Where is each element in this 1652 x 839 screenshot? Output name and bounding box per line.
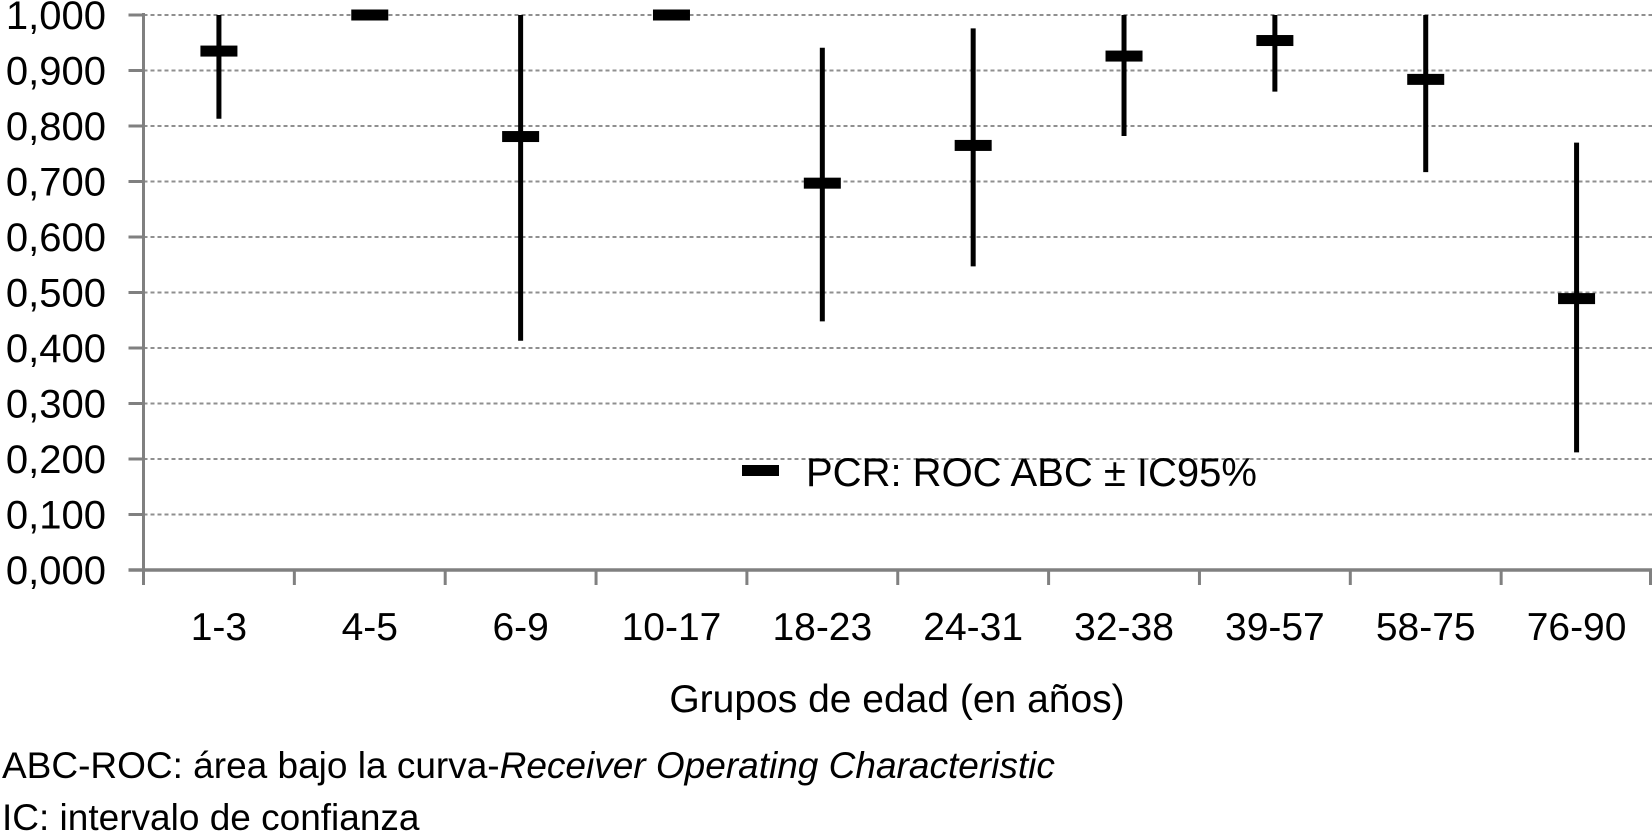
y-tick-label: 0,800 (6, 105, 106, 149)
footnote-line1: ABC-ROC: área bajo la curva-Receiver Ope… (2, 745, 1055, 786)
y-tick-label: 1,000 (6, 0, 106, 38)
auc-marker (1407, 73, 1445, 85)
error-bar-point (954, 28, 992, 267)
x-tick-label: 76-90 (1527, 606, 1627, 649)
y-tick-label: 0,500 (6, 272, 106, 316)
error-bar-point (200, 15, 238, 119)
y-tick-label: 0,300 (6, 383, 106, 427)
auc-marker (1558, 293, 1596, 305)
legend-dash-marker-icon (742, 465, 779, 476)
legend-label: PCR: ROC ABC ± IC95% (806, 451, 1257, 495)
error-bar-series (200, 9, 1596, 453)
axes (128, 13, 1652, 585)
footnote-line2: IC: intervalo de confianza (2, 797, 420, 838)
auc-marker (1256, 35, 1294, 47)
error-bar-point (1407, 15, 1445, 173)
auc-marker (954, 139, 992, 151)
y-tick-label: 0,600 (6, 216, 106, 260)
y-tick-label: 0,900 (6, 50, 106, 94)
error-bar-point (1105, 15, 1143, 136)
auc-marker (200, 45, 238, 57)
auc-marker (652, 9, 690, 21)
x-tick-labels: 1-3 4-5 6-9 10-17 18-23 24-31 32-38 39-57 58-75 7… (191, 606, 1627, 649)
y-tick-label: 0,400 (6, 327, 106, 371)
x-axis-title: Grupos de edad (en años) (669, 678, 1124, 721)
error-bar-point (803, 47, 841, 322)
auc-marker (803, 177, 841, 189)
x-tick-label: 18-23 (772, 606, 872, 649)
error-bar-point (502, 15, 540, 341)
footnote-line1-italic: Receiver Operating Characteristic (500, 745, 1056, 786)
x-tick-label: 10-17 (622, 606, 722, 649)
x-tick-label: 24-31 (923, 606, 1023, 649)
legend: PCR: ROC ABC ± IC95% (742, 451, 1257, 495)
auc-marker (1105, 50, 1143, 62)
x-tick-label: 58-75 (1376, 606, 1476, 649)
x-tick-label: 4-5 (342, 606, 398, 649)
auc-marker (351, 9, 389, 21)
footnote-line1-normal: ABC-ROC: área bajo la curva- (2, 745, 500, 786)
error-bar-point (652, 9, 690, 21)
x-tick-label: 1-3 (191, 606, 247, 649)
error-bar-point (351, 9, 389, 21)
x-tick-label: 32-38 (1074, 606, 1174, 649)
error-bar-point (1558, 142, 1596, 453)
y-tick-label: 0,000 (6, 549, 106, 593)
y-tick-label: 0,200 (6, 438, 106, 482)
x-tick-label: 39-57 (1225, 606, 1325, 649)
x-tick-label: 6-9 (492, 606, 548, 649)
y-tick-labels: 0,000 0,100 0,200 0,300 0,400 0,500 0,600 0,700… (6, 0, 106, 593)
y-tick-label: 0,700 (6, 161, 106, 205)
auc-marker (502, 131, 540, 143)
y-tick-label: 0,100 (6, 494, 106, 538)
error-bar-point (1256, 15, 1294, 92)
